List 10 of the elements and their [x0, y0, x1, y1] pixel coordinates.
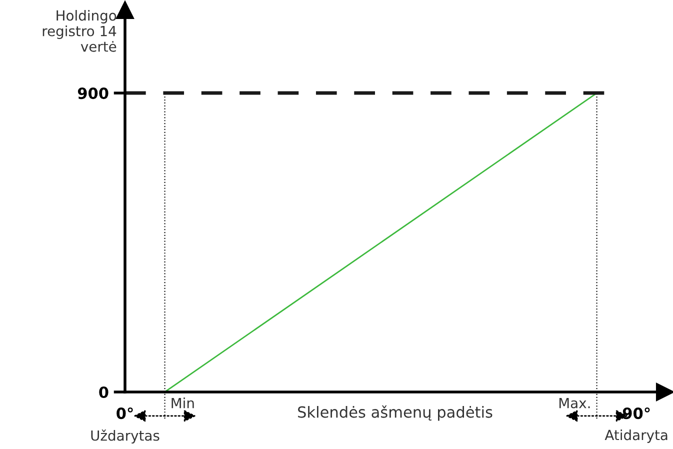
y-tick-label: 900: [78, 88, 108, 100]
text: Atidaryta: [604, 430, 668, 443]
text: Uždarytas: [91, 430, 160, 444]
x-tick-label: 0°: [116, 407, 133, 420]
ref-line-label: Max.: [559, 398, 590, 408]
ref-line-label: Min: [172, 398, 194, 408]
x-tick-label: 90°: [622, 407, 650, 420]
y-tick-label: 0: [99, 386, 108, 398]
x-axis-title: Sklendės ašmenų padėtis: [298, 405, 492, 421]
y-axis-title: Holdingo registro 14 vertė: [42, 10, 116, 52]
